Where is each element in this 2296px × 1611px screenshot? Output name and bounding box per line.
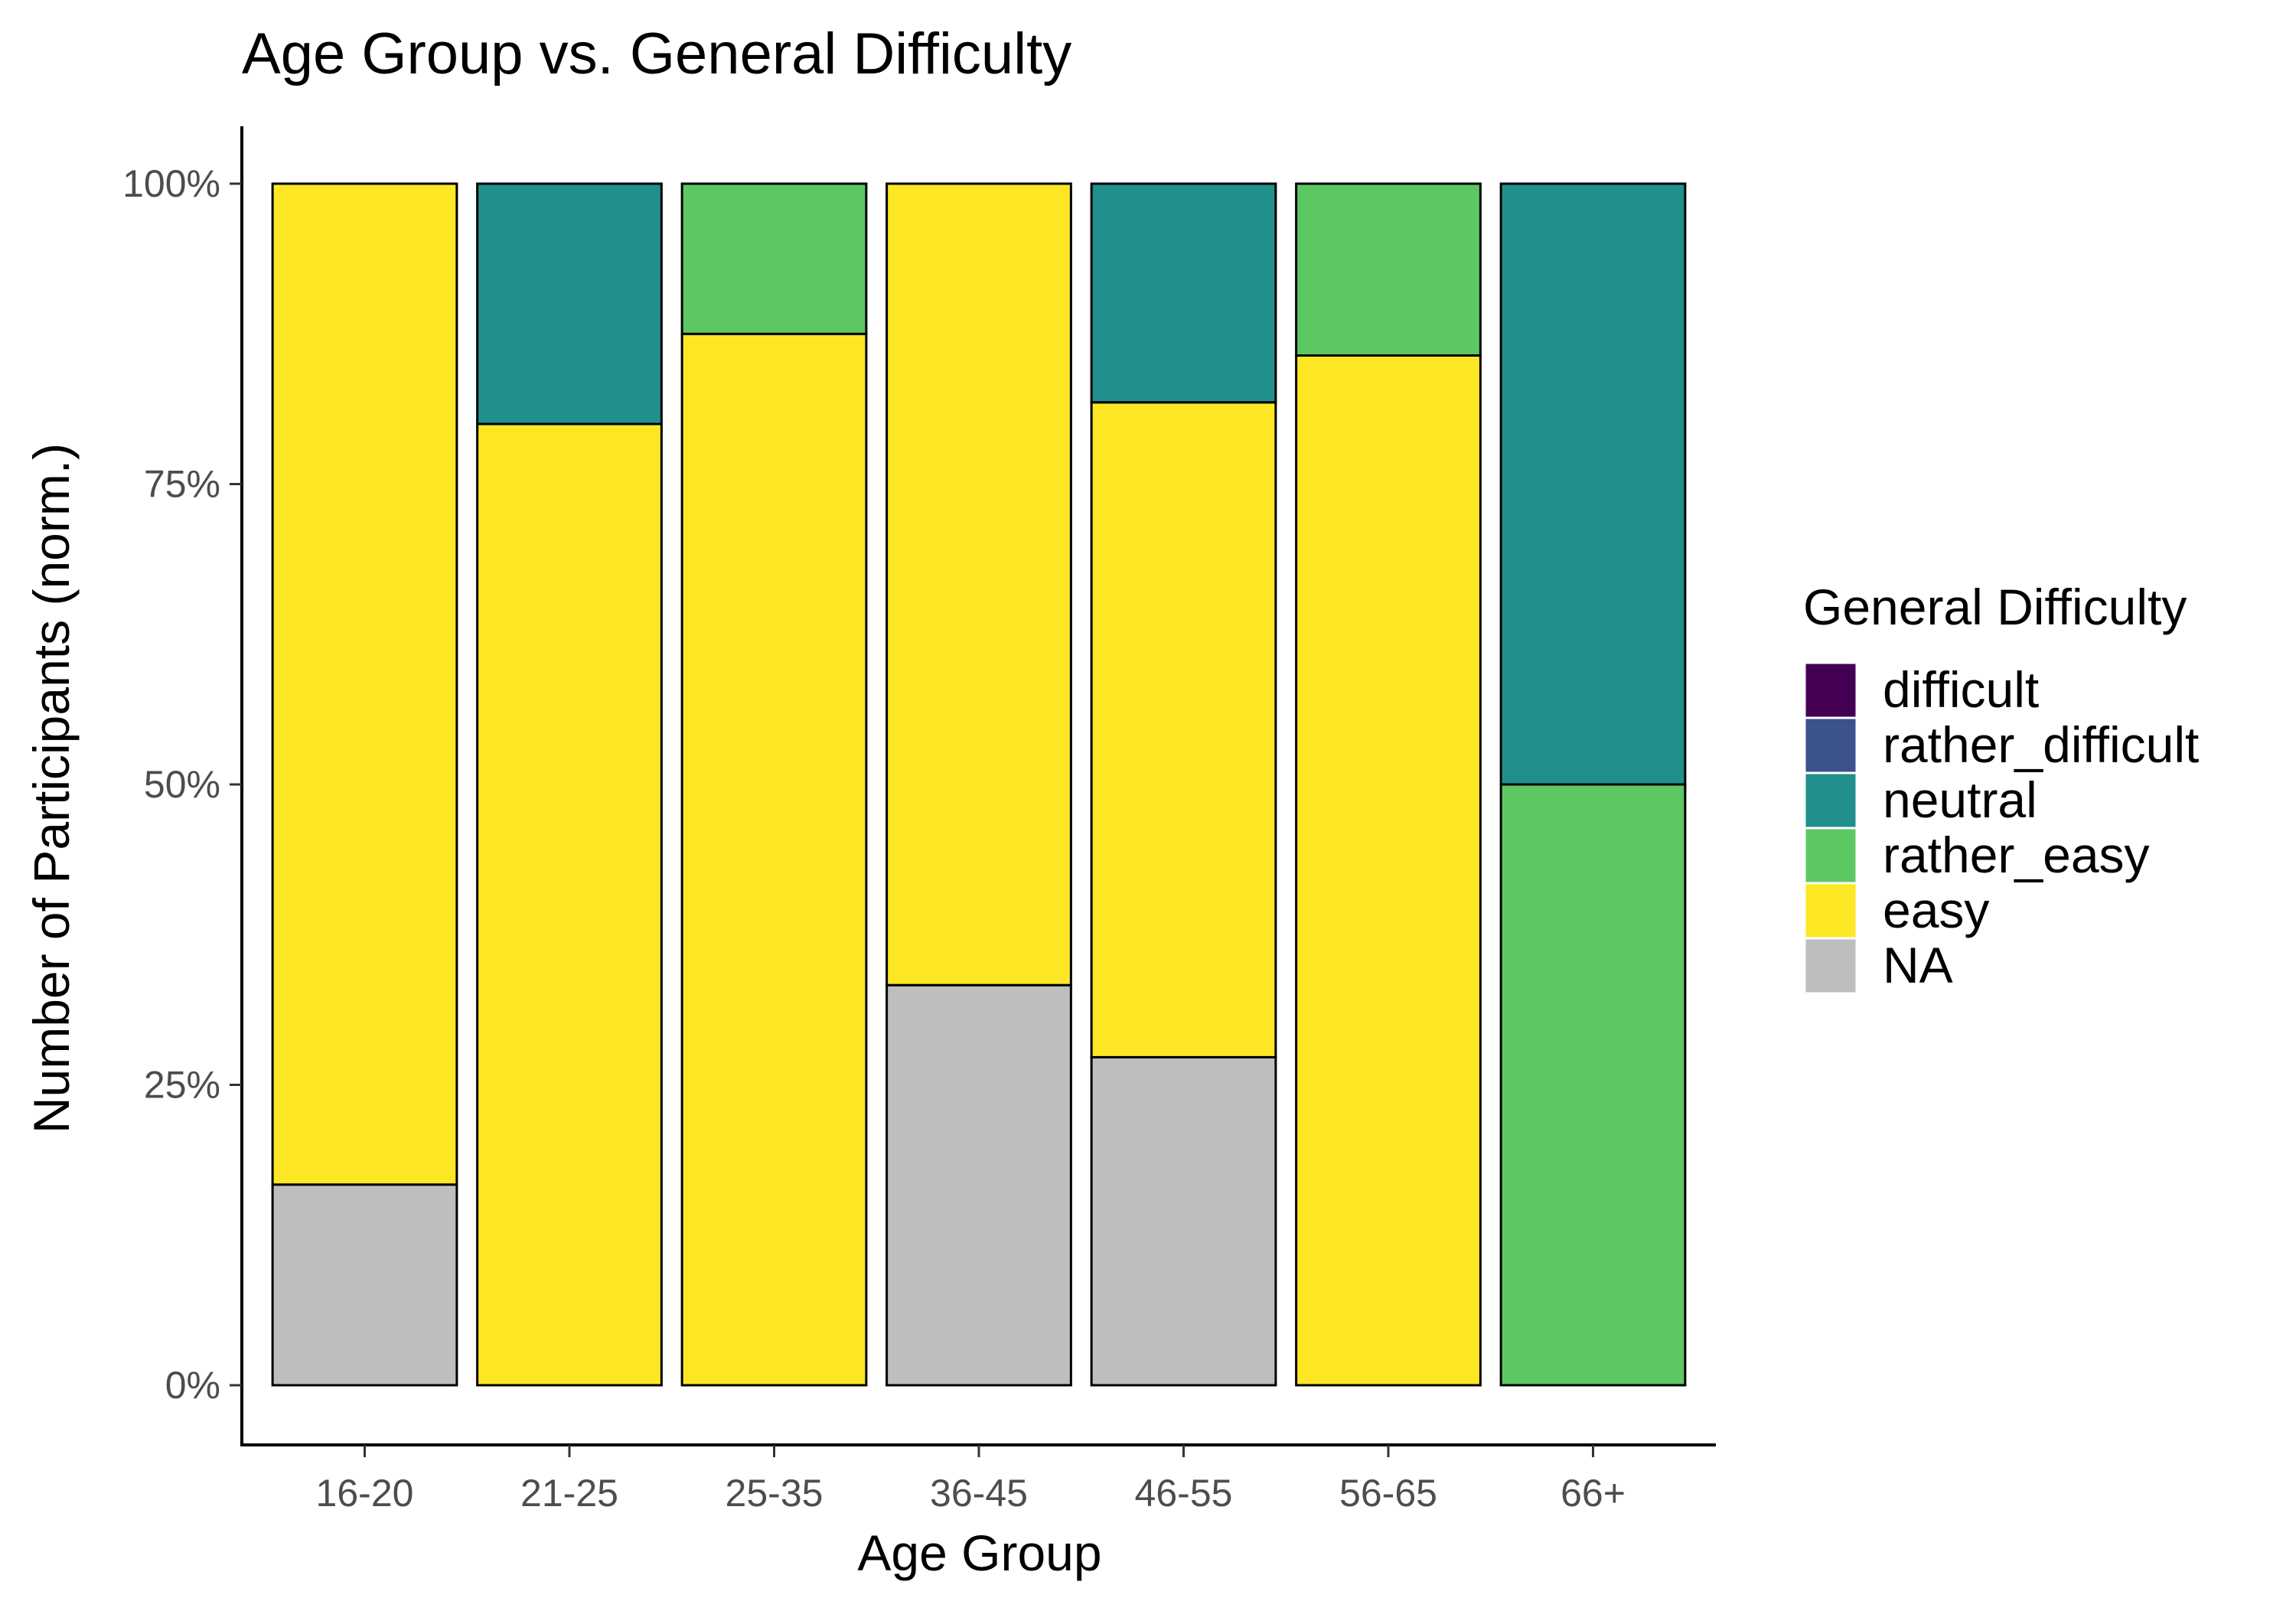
legend-label-difficult: difficult [1883, 661, 2039, 718]
bar-25-35-easy [680, 332, 868, 1387]
bar-16-20-easy [271, 182, 458, 1186]
bar-66-neutral [1499, 182, 1687, 786]
legend-key-rather-difficult [1803, 716, 1858, 775]
legend-label-na: NA [1883, 937, 1953, 993]
legend-label-rather-difficult: rather_difficult [1883, 716, 2199, 773]
legend-label-rather-easy: rather_easy [1883, 827, 2150, 883]
bar-46-55-easy [1090, 401, 1277, 1058]
y-tick-label: 25% [144, 1064, 220, 1107]
x-tick-label: 36-45 [930, 1472, 1028, 1515]
legend-key-difficult [1803, 661, 1858, 719]
y-tick-label: 75% [144, 463, 220, 506]
x-tick-label: 66+ [1561, 1472, 1626, 1515]
bar-36-45-easy [885, 182, 1072, 986]
y-axis-title: Number of Participants (norm.) [23, 443, 80, 1133]
legend-key-rather-easy [1803, 827, 1858, 885]
legend-key-neutral [1803, 771, 1858, 830]
bars-layer [271, 182, 1687, 1387]
y-tick-label: 50% [144, 763, 220, 806]
bar-66-rather-easy [1499, 783, 1687, 1387]
bar-16-20-na [271, 1183, 458, 1387]
bar-46-55-neutral [1090, 182, 1277, 404]
legend-key-na [1803, 937, 1858, 995]
legend-label-neutral: neutral [1883, 771, 2037, 828]
x-tick-label: 56-65 [1339, 1472, 1437, 1515]
bar-56-65-easy [1295, 354, 1482, 1387]
bar-56-65-rather-easy [1295, 182, 1482, 357]
legend-title: General Difficulty [1803, 579, 2187, 635]
y-axis-ticks: 0% 25% 50% 75% 100% [122, 162, 242, 1407]
bar-21-25-neutral [476, 182, 663, 426]
legend-label-easy: easy [1883, 882, 1989, 938]
y-tick-label: 0% [165, 1364, 220, 1407]
x-tick-label: 21-25 [520, 1472, 618, 1515]
bar-36-45-na [885, 983, 1072, 1387]
legend-key-easy [1803, 882, 1858, 940]
chart-title: Age Group vs. General Difficulty [242, 21, 1071, 86]
x-axis-ticks: 16-20 21-25 25-35 36-45 46-55 56-65 66+ [316, 1445, 1626, 1515]
bar-46-55-na [1090, 1055, 1277, 1387]
x-tick-label: 16-20 [316, 1472, 414, 1515]
legend-items: difficultrather_difficultneutralrather_e… [1803, 661, 2199, 995]
y-tick-label: 100% [122, 162, 220, 205]
legend: General Difficulty difficultrather_diffi… [1803, 579, 2199, 995]
bar-25-35-rather-easy [680, 182, 868, 335]
x-tick-label: 25-35 [726, 1472, 823, 1515]
x-axis-title: Age Group [857, 1525, 1101, 1581]
bar-21-25-easy [476, 422, 663, 1387]
x-tick-label: 46-55 [1135, 1472, 1233, 1515]
